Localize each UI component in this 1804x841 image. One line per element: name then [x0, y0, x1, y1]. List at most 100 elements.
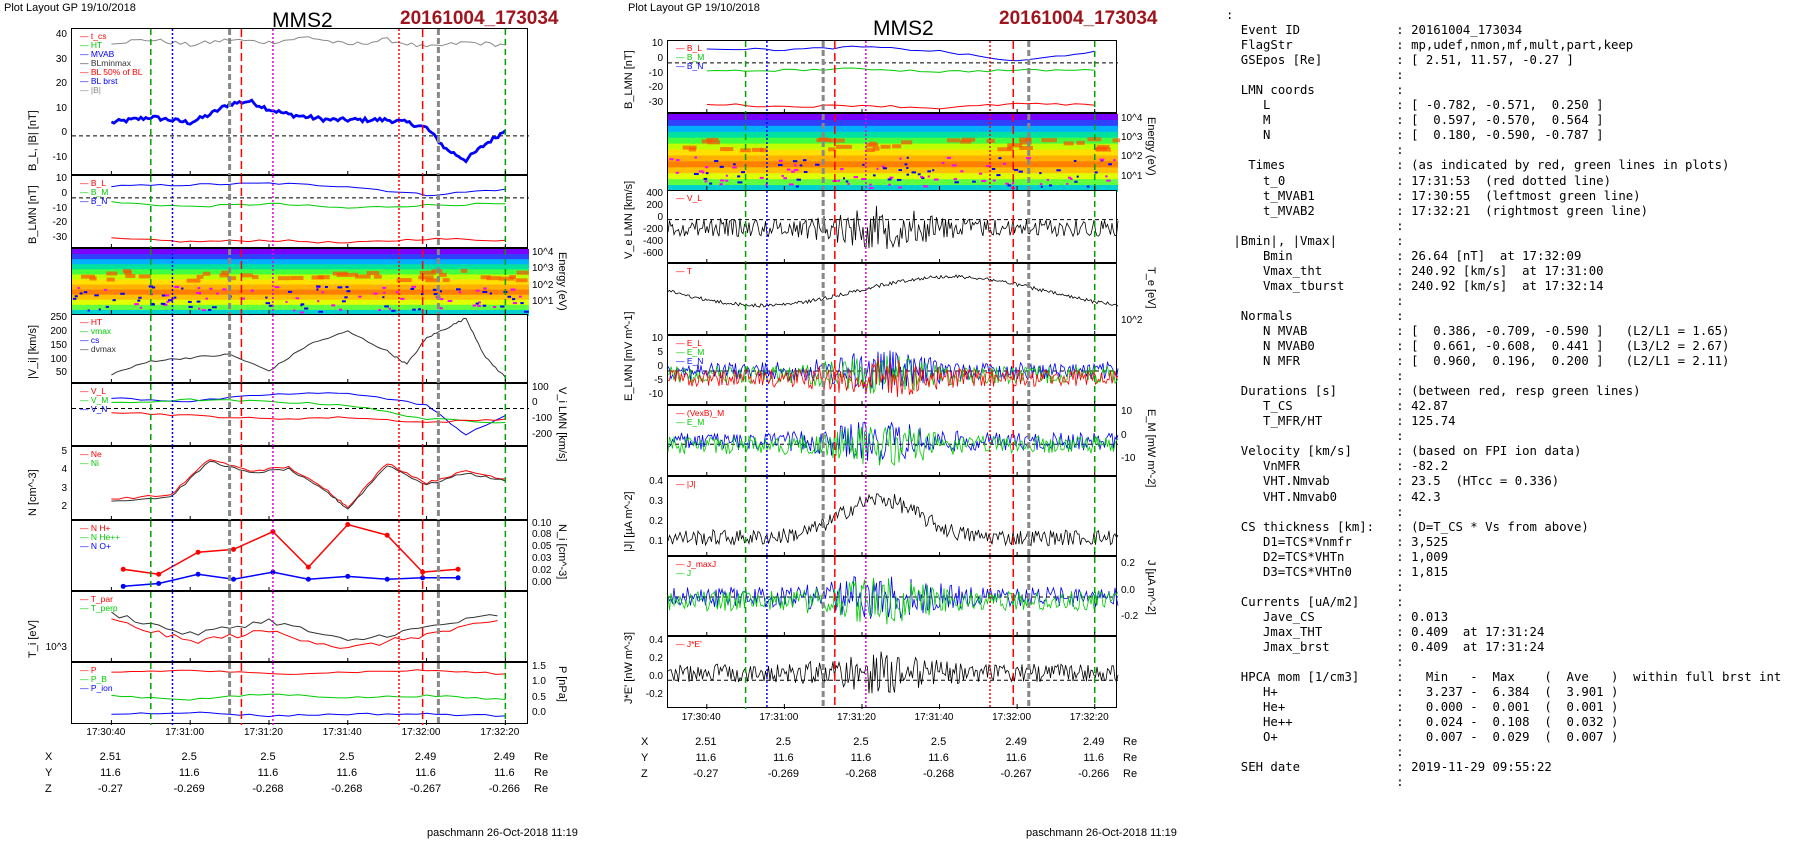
spectrogram-noise: [794, 164, 797, 167]
spectrogram-noise: [400, 297, 405, 300]
spectrogram-noise: [198, 307, 201, 310]
spectrogram-noise: [378, 309, 381, 312]
spectrogram-noise: [518, 295, 522, 298]
series-line-v-l: [667, 205, 1119, 250]
info-line: Jmax_THT : 0.409 at 17:31:24: [1226, 624, 1545, 639]
data-point-n-o: [455, 575, 461, 581]
ephemeris-value: 2.5: [775, 736, 792, 748]
spectrogram-noise: [778, 159, 783, 162]
spectrogram-peak: [277, 276, 291, 281]
y-axis-label: B_LMN [nT]: [623, 50, 635, 109]
ephemeris-value: 2.5: [853, 736, 869, 748]
spectrogram-band: [72, 289, 529, 296]
y-tick-label: 0.5: [532, 691, 546, 703]
spectrogram-noise: [74, 295, 78, 298]
spectrogram-noise: [853, 176, 859, 179]
left-panel-3: [71, 248, 529, 316]
y-tick-label: 0: [657, 52, 663, 64]
right-panel-5: — E_L — E_M — E_N: [667, 335, 1119, 406]
series-line-n-o: [123, 571, 459, 588]
spectrogram-noise: [765, 183, 768, 186]
spectrogram-peak: [186, 278, 201, 283]
y-tick-label: -10: [52, 151, 67, 163]
ephemeris-value: 11.6: [257, 767, 279, 779]
spectrogram-noise: [455, 288, 461, 291]
ephemeris-value: 2.49: [1083, 736, 1105, 748]
ephemeris-value: -0.269: [173, 783, 205, 795]
spectrogram-noise: [337, 286, 343, 289]
spectrogram-noise: [704, 180, 708, 183]
spectrogram-noise: [151, 286, 156, 289]
series-line-t-perp: [111, 618, 498, 649]
spectrogram-noise: [981, 180, 987, 183]
right-panel-8-plot: [667, 557, 1119, 637]
y-tick-label: 10^4: [532, 246, 554, 258]
spectrogram-noise: [410, 287, 415, 290]
data-point-n-he: [305, 564, 311, 570]
legend-item: — BLminmax: [80, 58, 132, 68]
ephemeris-value: -0.266: [488, 783, 520, 795]
right-panel-1-plot: [668, 41, 1118, 114]
spectrogram-noise: [882, 167, 887, 170]
series-line-j: [667, 493, 1119, 547]
spectrogram-noise: [927, 170, 931, 173]
info-line: He+ : 0.000 - 0.001 ( 0.001 ): [1226, 700, 1619, 715]
spectrogram-noise: [705, 172, 709, 175]
spectrogram-peak: [1112, 138, 1121, 143]
spectrogram-noise: [207, 308, 212, 311]
spectrogram-noise: [669, 158, 674, 161]
spectrogram-noise: [395, 291, 399, 294]
ephemeris-value: 11.6: [336, 767, 358, 779]
ephemeris-value: 11.6: [773, 752, 794, 764]
spectrogram-peak: [1019, 140, 1032, 145]
ephemeris-value: 2.5: [339, 751, 355, 763]
spectrogram-peak: [431, 269, 443, 274]
spectrogram-noise: [1039, 172, 1042, 175]
spectrogram-noise: [741, 171, 745, 174]
y-tick-label: -10: [648, 67, 663, 79]
y-axis-label: J [µA m^-2]: [1145, 560, 1157, 615]
spectrogram-noise: [173, 296, 177, 299]
spectrogram-noise: [83, 291, 88, 294]
info-line: He++ : 0.024 - 0.108 ( 0.032 ): [1226, 715, 1619, 730]
spectrogram-noise: [304, 307, 309, 310]
time-tick-label: 17:31:00: [759, 712, 799, 723]
spectrogram-peak: [1041, 138, 1057, 143]
spectrogram-band: [668, 149, 1118, 157]
legend-item: — t_cs: [80, 31, 107, 41]
spectrogram-noise: [382, 296, 385, 299]
legend-item: — N H+: [80, 523, 111, 533]
legend-item: — B_N: [676, 61, 704, 71]
y-tick-label: -200: [532, 428, 553, 440]
spectrogram-peak: [332, 271, 349, 276]
y-tick-label: 0.05: [532, 541, 552, 553]
spectrogram-band: [668, 179, 1118, 187]
spectrogram-noise: [1026, 157, 1031, 160]
spectrogram-noise: [719, 165, 724, 168]
info-line: :: [1226, 293, 1404, 308]
spectrogram-noise: [1099, 158, 1105, 161]
spectrogram-noise: [941, 161, 945, 164]
y-tick-label: 10^3: [532, 263, 554, 275]
y-tick-label: 10^3: [45, 641, 67, 653]
ephemeris-unit: Re: [1123, 768, 1138, 780]
spectrogram-noise: [268, 304, 274, 307]
series-line-n-he: [123, 523, 459, 576]
spectrogram-peak: [311, 275, 324, 280]
spectrogram-peak: [221, 270, 229, 275]
spectrogram-noise: [438, 307, 443, 310]
spectrogram-peak: [499, 276, 515, 281]
spectrogram-noise: [840, 168, 844, 171]
spectrogram-noise: [872, 174, 876, 177]
spectrogram-peak: [460, 268, 468, 273]
legend-item: — J_maxJ: [676, 559, 717, 569]
spectrogram-noise: [921, 176, 925, 179]
legend-item: — P_ion: [80, 683, 113, 693]
spectrogram-noise: [906, 173, 910, 176]
info-line: :: [1226, 579, 1404, 594]
y-tick-label: 4: [61, 464, 67, 476]
spectrogram-noise: [293, 309, 296, 312]
spectrogram-noise: [512, 302, 517, 305]
spectrogram-peak: [196, 274, 204, 279]
legend-item: — (VexB)_M: [676, 408, 725, 418]
